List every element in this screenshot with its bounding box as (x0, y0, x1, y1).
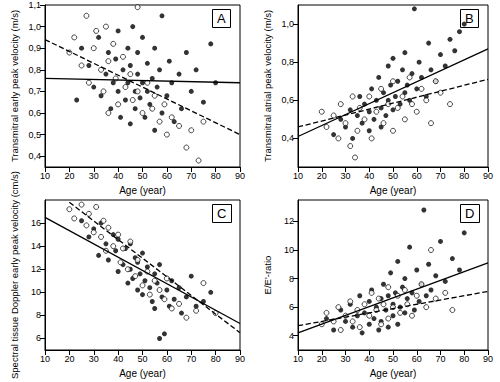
svg-text:20: 20 (317, 171, 327, 181)
svg-text:12: 12 (284, 216, 294, 226)
svg-text:Age (year): Age (year) (370, 185, 417, 196)
svg-text:60: 60 (162, 354, 172, 364)
svg-text:0,4: 0,4 (281, 133, 294, 143)
svg-text:12: 12 (31, 264, 41, 274)
svg-text:90: 90 (483, 171, 493, 181)
svg-text:70: 70 (435, 354, 445, 364)
svg-text:6: 6 (289, 302, 294, 312)
svg-text:D: D (465, 206, 474, 221)
svg-text:B: B (465, 11, 474, 26)
svg-text:60: 60 (162, 171, 172, 181)
svg-text:20: 20 (64, 171, 74, 181)
svg-text:Age (year): Age (year) (119, 368, 166, 379)
svg-text:10: 10 (31, 287, 41, 297)
svg-text:8: 8 (36, 310, 41, 320)
svg-text:10: 10 (293, 171, 303, 181)
svg-text:20: 20 (317, 354, 327, 364)
svg-text:90: 90 (235, 171, 245, 181)
svg-text:E/E'-ratio: E/E'-ratio (262, 256, 273, 295)
svg-text:90: 90 (483, 354, 493, 364)
svg-text:90: 90 (235, 354, 245, 364)
svg-text:10: 10 (293, 354, 303, 364)
svg-text:80: 80 (211, 354, 221, 364)
svg-text:30: 30 (340, 354, 350, 364)
svg-text:50: 50 (137, 354, 147, 364)
svg-text:4: 4 (289, 331, 294, 341)
svg-text:0,6: 0,6 (28, 108, 41, 118)
svg-text:1,1: 1,1 (28, 0, 41, 10)
svg-text:Spectral tissue Doppler early: Spectral tissue Doppler early peak veloc… (9, 171, 20, 379)
svg-text:20: 20 (64, 354, 74, 364)
svg-text:70: 70 (186, 171, 196, 181)
svg-text:50: 50 (388, 171, 398, 181)
svg-text:6: 6 (36, 333, 41, 343)
svg-text:8: 8 (289, 274, 294, 284)
svg-text:1,0: 1,0 (28, 22, 41, 32)
svg-text:70: 70 (186, 354, 196, 364)
svg-text:40: 40 (113, 354, 123, 364)
svg-text:Age (year): Age (year) (119, 185, 166, 196)
svg-text:14: 14 (31, 241, 41, 251)
svg-text:80: 80 (459, 354, 469, 364)
svg-text:50: 50 (388, 354, 398, 364)
svg-text:0,6: 0,6 (281, 95, 294, 105)
svg-text:60: 60 (412, 171, 422, 181)
svg-text:0,5: 0,5 (28, 130, 41, 140)
svg-text:0,9: 0,9 (28, 43, 41, 53)
svg-text:A: A (217, 11, 226, 26)
svg-text:0,7: 0,7 (28, 86, 41, 96)
svg-text:40: 40 (113, 171, 123, 181)
svg-text:70: 70 (435, 171, 445, 181)
svg-text:Age (year): Age (year) (370, 368, 417, 379)
svg-text:C: C (217, 206, 226, 221)
svg-text:10: 10 (40, 171, 50, 181)
svg-text:Transmitral atrial peak veloci: Transmitral atrial peak velocity (m/s) (262, 10, 273, 162)
svg-text:60: 60 (412, 354, 422, 364)
svg-text:50: 50 (137, 171, 147, 181)
svg-text:1,0: 1,0 (281, 19, 294, 29)
svg-text:40: 40 (364, 171, 374, 181)
svg-text:10: 10 (284, 245, 294, 255)
svg-text:80: 80 (211, 171, 221, 181)
svg-text:10: 10 (40, 354, 50, 364)
svg-text:0,8: 0,8 (281, 57, 294, 67)
svg-text:80: 80 (459, 171, 469, 181)
svg-text:30: 30 (89, 354, 99, 364)
svg-text:Transmitral early peak velocit: Transmitral early peak velocity (m/s) (9, 10, 20, 162)
svg-text:30: 30 (340, 171, 350, 181)
svg-text:0,4: 0,4 (28, 151, 41, 161)
svg-text:30: 30 (89, 171, 99, 181)
svg-text:0,8: 0,8 (28, 65, 41, 75)
svg-text:40: 40 (364, 354, 374, 364)
svg-text:16: 16 (31, 218, 41, 228)
